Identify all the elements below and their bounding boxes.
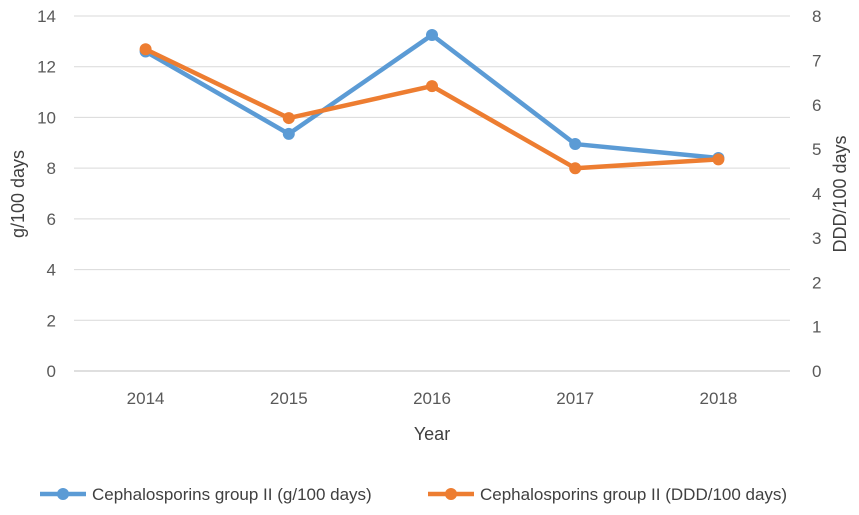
left-tick-label: 0 (47, 362, 56, 381)
legend-item-1: Cephalosporins group II (g/100 days) (40, 485, 372, 504)
legend-item-2: Cephalosporins group II (DDD/100 days) (428, 485, 787, 504)
right-tick-label: 3 (812, 229, 821, 248)
series-1-point (569, 138, 582, 151)
series-layer (139, 29, 725, 175)
series-2-point (426, 80, 438, 93)
left-tick-label: 8 (47, 159, 56, 178)
series-line-1 (143, 32, 721, 161)
x-tick-label: 2018 (699, 389, 737, 408)
right-tick-label: 8 (812, 7, 821, 26)
right-axis-title: DDD/100 days (830, 135, 850, 252)
legend-label-1: Cephalosporins group II (g/100 days) (92, 485, 372, 504)
right-tick-label: 4 (812, 185, 821, 204)
left-axis-ticks: 0 2 4 6 8 10 12 14 (37, 7, 56, 381)
x-tick-label: 2016 (413, 389, 451, 408)
left-tick-label: 6 (47, 210, 56, 229)
legend-swatch-marker-1 (57, 488, 69, 500)
right-tick-label: 0 (812, 362, 821, 381)
x-axis-title: Year (414, 424, 450, 444)
series-2-point (139, 43, 152, 56)
legend-label-2: Cephalosporins group II (DDD/100 days) (480, 485, 787, 504)
legend: Cephalosporins group II (g/100 days) Cep… (40, 485, 787, 504)
series-2 (139, 43, 725, 175)
left-tick-label: 12 (37, 58, 56, 77)
left-tick-label: 2 (47, 311, 56, 330)
x-tick-label: 2014 (127, 389, 165, 408)
legend-swatch-marker-2 (445, 488, 457, 500)
series-2-point (569, 162, 582, 175)
x-axis-ticks: 2014 2015 2016 2017 2018 (127, 389, 738, 408)
series-1-point (282, 127, 295, 140)
right-tick-label: 2 (812, 273, 821, 292)
right-tick-label: 1 (812, 318, 821, 337)
left-tick-label: 14 (37, 7, 56, 26)
gridlines (74, 15, 790, 372)
series-2-point (712, 153, 725, 166)
series-2-point (282, 112, 295, 125)
right-tick-label: 7 (812, 51, 821, 70)
x-tick-label: 2015 (270, 389, 308, 408)
right-axis-ticks: 0 1 2 3 4 5 6 7 8 (812, 7, 821, 381)
left-axis-title: g/100 days (8, 150, 28, 238)
right-tick-label: 5 (812, 140, 821, 159)
x-tick-label: 2017 (556, 389, 594, 408)
series-1 (139, 29, 725, 164)
left-tick-label: 10 (37, 108, 56, 127)
right-tick-label: 6 (812, 96, 821, 115)
left-tick-label: 4 (47, 261, 56, 280)
series-1-point (426, 29, 438, 42)
